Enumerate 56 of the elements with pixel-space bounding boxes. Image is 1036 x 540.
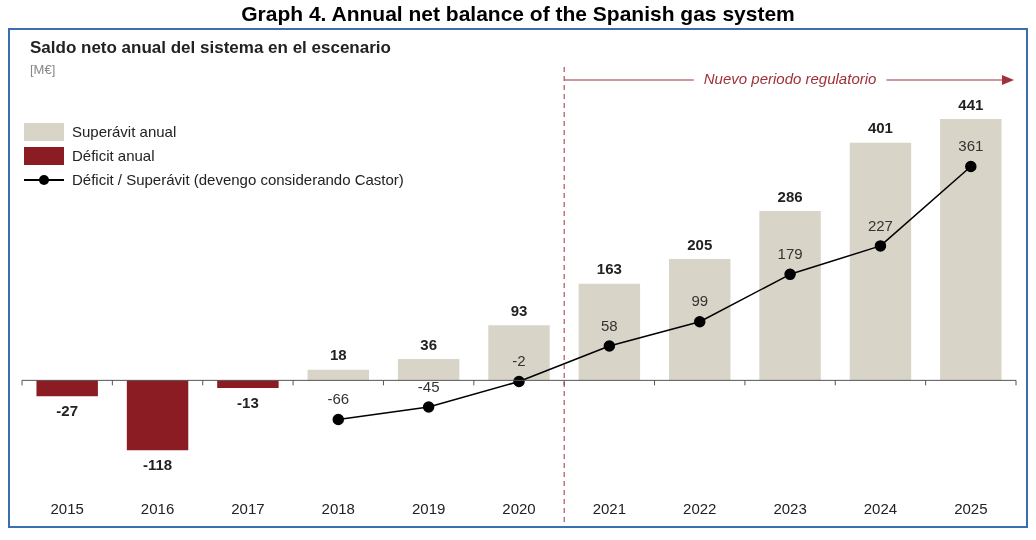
data-label: 401 [867,119,893,137]
data-label: 441 [958,95,984,113]
point [332,413,345,426]
x-tick-label: 2025 [954,500,988,518]
data-label: 179 [777,244,803,262]
point [422,401,435,413]
legend-label: Déficit / Superávit (devengo considerando Castor) [72,170,404,190]
data-label: -66 [327,390,350,408]
bar [759,210,821,381]
x-tick-label: 2015 [50,500,84,518]
point [784,268,796,281]
point [874,240,887,252]
ref-line-label: Nuevo periodo regulatorio [703,70,877,88]
bar [578,283,641,381]
x-tick-label: 2020 [502,500,536,518]
data-label: 93 [510,301,528,319]
x-tick-label: 2021 [592,500,627,518]
point [513,375,525,388]
data-label: 227 [867,216,893,234]
point [693,315,706,328]
text: Saldo neto anual del sistema en el escenario [30,38,391,58]
x-tick-label: 2019 [411,500,446,518]
bar [126,380,189,451]
x-tick-label: 2016 [140,500,175,518]
y-axis-title: [M€] [30,62,56,77]
x-tick-label: 2017 [231,500,265,518]
bar [307,369,369,381]
data-label: -13 [237,393,259,411]
data-label: 163 [596,260,622,278]
point [965,160,977,173]
data-label: -118 [142,455,173,473]
text: Graph 4. Annual net balance of the Spanish gas system [240,2,796,26]
data-label: 99 [691,292,709,310]
data-label: 361 [958,137,984,155]
data-label: 58 [601,316,618,334]
x-tick-label: 2023 [773,500,807,518]
data-label: -27 [56,402,79,419]
bar [36,380,98,397]
point [603,340,616,352]
bar [940,119,1002,381]
data-label: 18 [329,346,347,364]
x-tick-label: 2022 [683,500,717,518]
bar [217,380,279,389]
data-label: 286 [777,187,803,205]
data-label: 36 [420,335,437,353]
bar [488,325,550,381]
data-label: -45 [417,377,440,395]
bar [397,359,460,381]
bar [849,142,912,381]
x-tick-label: 2018 [321,500,355,518]
legend-label: Déficit anual [72,146,155,166]
x-tick-label: 2024 [863,500,898,518]
bar [669,258,731,381]
data-label: 205 [687,235,713,253]
legend-label: Superávit anual [72,122,177,142]
data-label: -2 [512,352,526,370]
